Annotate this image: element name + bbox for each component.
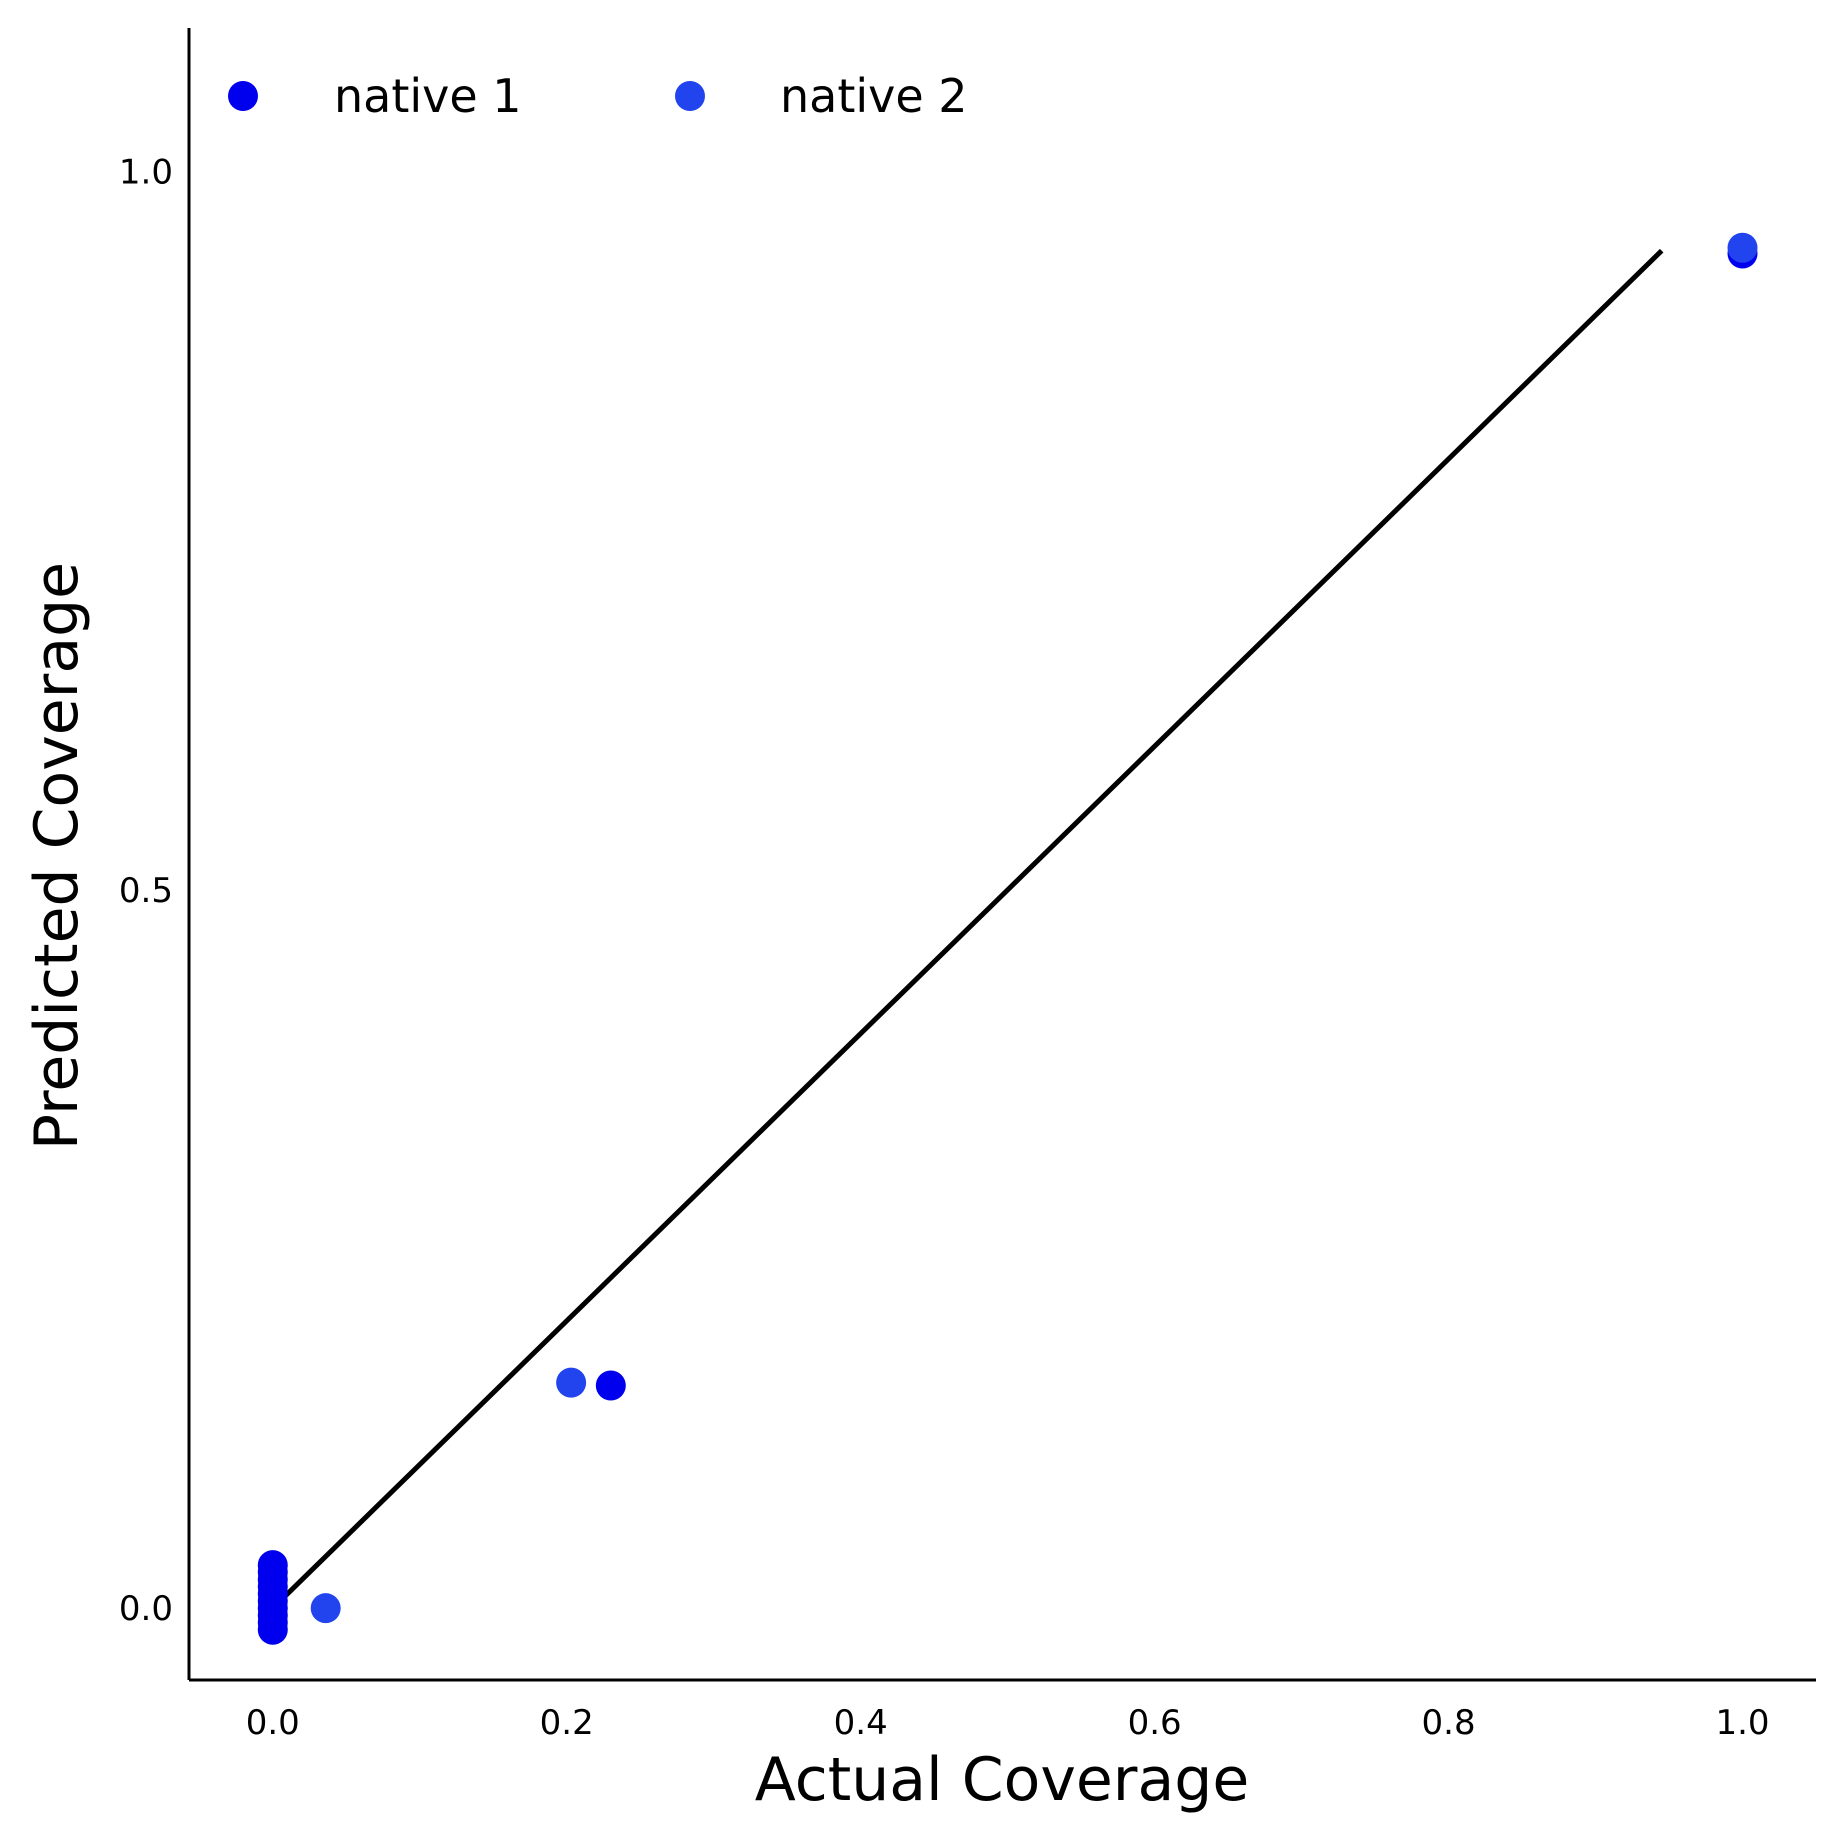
legend-label-native-1: native 1 [334,69,522,123]
data-point-native-1 [257,1550,288,1581]
y-tick-label: 0.5 [119,871,173,911]
data-point-native-2 [556,1367,587,1398]
x-tick-label: 0.8 [1422,1703,1476,1743]
reference-line-layer [271,248,1664,1610]
y-axis-label: Predicted Coverage [22,562,92,1150]
x-tick-label: 1.0 [1715,1703,1769,1743]
data-point-native-2 [1727,232,1758,263]
axes [187,28,1816,1682]
points-layer [257,232,1758,1645]
x-axis-label: Actual Coverage [755,1745,1250,1815]
x-tick-label: 0.4 [834,1703,888,1743]
reference-line [271,248,1664,1610]
x-tick-label: 0.2 [540,1703,594,1743]
data-point-native-2 [310,1593,341,1624]
legend-marker-native-1 [228,81,258,111]
y-tick-label: 0.0 [119,1589,173,1629]
x-tick-label: 0.6 [1128,1703,1182,1743]
y-tick-label: 1.0 [119,153,173,193]
legend-marker-native-2 [675,81,705,111]
legend-label-native-2: native 2 [780,69,968,123]
ticks-layer: 0.0 0.2 0.4 0.6 0.8 1.0 0.0 0.5 1.0 [119,153,1770,1743]
data-point-native-1 [257,1614,288,1645]
x-tick-label: 0.0 [246,1703,300,1743]
data-point-native-1 [595,1370,626,1401]
legend: native 1 native 2 [228,69,968,123]
